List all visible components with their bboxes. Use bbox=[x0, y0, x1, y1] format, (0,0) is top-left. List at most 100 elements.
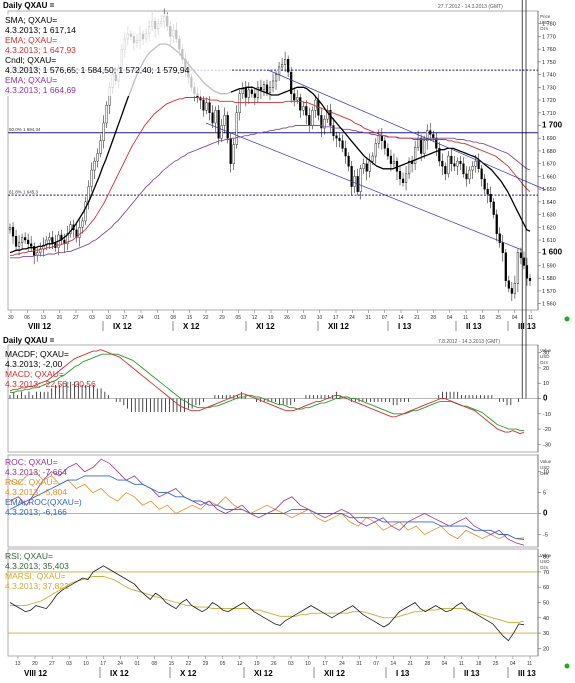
candle-body bbox=[105, 104, 108, 124]
candle-body bbox=[414, 146, 417, 164]
rsi-xtick-label: 27 bbox=[49, 661, 55, 667]
sma-line bbox=[9, 43, 531, 254]
candle-body bbox=[311, 110, 314, 126]
price-xtick-label: 20 bbox=[57, 315, 63, 321]
candle-body bbox=[444, 166, 447, 175]
price-xtick-label: 06 bbox=[24, 315, 30, 321]
price-xtick-label: 21 bbox=[414, 315, 420, 321]
candle-body bbox=[483, 178, 486, 190]
price-ytick-label: 1 630 bbox=[542, 213, 556, 219]
candle-body bbox=[17, 242, 21, 247]
roc-legend-label: ROC; QXAU= bbox=[5, 457, 58, 467]
rsi-line bbox=[9, 565, 525, 642]
rsi-xtick-label: 03 bbox=[66, 661, 72, 667]
candle-body bbox=[323, 118, 326, 129]
rsi-xtick-label: 28 bbox=[425, 661, 431, 667]
rsi-xtick-label: 04 bbox=[442, 661, 448, 667]
candle-body bbox=[341, 140, 344, 149]
candle-body bbox=[48, 237, 51, 241]
price-xtick-label: 11 bbox=[528, 315, 533, 321]
channel-lower-line bbox=[205, 122, 523, 251]
rsi-xtick-label: 01 bbox=[134, 661, 140, 667]
candle-body bbox=[465, 173, 468, 180]
legend-value: 4.3.2013; 1 647,93 bbox=[5, 45, 76, 55]
rsi-unit-label: USD bbox=[540, 559, 550, 564]
rsi-ytick-label: 70 bbox=[543, 570, 549, 576]
candle-body bbox=[365, 163, 368, 172]
rsi-xtick-label: 10 bbox=[83, 661, 89, 667]
price-xtick-label: 07 bbox=[382, 315, 388, 321]
candle-body bbox=[78, 227, 81, 238]
legend-label: SMA; QXAU= bbox=[5, 15, 57, 25]
legend-value: 4.3.2013; 1 617,14 bbox=[5, 25, 76, 35]
candle-body bbox=[359, 168, 362, 192]
roc-legend-value: 4.3.2013; -6,166 bbox=[5, 507, 67, 517]
candle-body bbox=[423, 140, 426, 154]
candle-body bbox=[211, 112, 214, 124]
candle-body bbox=[392, 160, 396, 164]
candle-body bbox=[271, 80, 275, 88]
rsi-xtick-label: 18 bbox=[476, 661, 482, 667]
price-xtick-label: 17 bbox=[333, 315, 339, 321]
candle-body bbox=[501, 242, 504, 253]
candle-body bbox=[450, 155, 453, 164]
candle-body bbox=[468, 169, 471, 180]
candle-body bbox=[447, 155, 450, 175]
price-unit-label: USD bbox=[540, 20, 550, 25]
price-xtick-label: 04 bbox=[512, 315, 518, 321]
price-xtick-label: 29 bbox=[219, 315, 225, 321]
price-month-label: III 13 bbox=[518, 322, 536, 331]
rsi-xtick-label: 19 bbox=[254, 661, 260, 667]
candle-body bbox=[522, 257, 526, 266]
price-xtick-label: 04 bbox=[447, 315, 453, 321]
candle-body bbox=[480, 168, 483, 180]
price-ytick-label: 1 610 bbox=[542, 238, 556, 244]
candle-body bbox=[504, 252, 507, 281]
price-xtick-label: 27 bbox=[73, 315, 79, 321]
candle-body bbox=[377, 135, 380, 144]
price-month-label: XII 12 bbox=[328, 322, 349, 331]
candle-body bbox=[296, 97, 299, 101]
rsi-month-label: I 13 bbox=[396, 669, 410, 678]
candle-body bbox=[486, 188, 489, 195]
price-ytick-label: 1 710 bbox=[542, 111, 556, 117]
price-legend-bg bbox=[3, 14, 231, 96]
rsi-legend-value: 4.3.2013; 35,403 bbox=[5, 561, 69, 571]
macd-date-range: 7.8.2012 - 14.3.2013 (GMT) bbox=[438, 339, 500, 345]
candle-body bbox=[253, 93, 256, 98]
price-xtick-label: 03 bbox=[301, 315, 307, 321]
candle-body bbox=[362, 163, 365, 169]
price-xtick-label: 24 bbox=[138, 315, 144, 321]
rsi-xtick-label: 07 bbox=[373, 661, 379, 667]
roc-unit-label: Value bbox=[540, 459, 552, 464]
macd-ytick-label: -10 bbox=[543, 412, 551, 418]
macd-legend-value: 4.3.2013; -22,56; -20,56 bbox=[5, 379, 96, 389]
legend-label: EMA; QXAU= bbox=[5, 35, 57, 45]
candle-body bbox=[320, 115, 323, 129]
candle-body bbox=[20, 237, 24, 243]
candle-body bbox=[398, 171, 402, 180]
rsi-legend-label: RSI; QXAU= bbox=[5, 551, 53, 561]
candle-body bbox=[335, 135, 338, 139]
candle-body bbox=[489, 194, 492, 203]
price-ytick-label: 1 560 bbox=[542, 302, 556, 308]
fib-label: 50.0% 1 694,34 bbox=[9, 127, 41, 132]
price-xtick-label: 25 bbox=[496, 315, 502, 321]
rsi-ytick-label: 30 bbox=[543, 631, 549, 637]
rsi-xtick-label: 17 bbox=[100, 661, 106, 667]
candle-body bbox=[81, 220, 84, 228]
candle-body bbox=[238, 93, 241, 113]
price-unit-label: Price bbox=[540, 14, 551, 19]
candle-body bbox=[11, 227, 15, 237]
candle-body bbox=[244, 87, 247, 98]
candle-body bbox=[477, 160, 480, 169]
candle-body bbox=[84, 201, 87, 222]
candle-body bbox=[453, 163, 456, 167]
rsi-xtick-label: 29 bbox=[203, 661, 209, 667]
candle-body bbox=[217, 110, 220, 139]
marsi-line bbox=[10, 576, 525, 623]
candle-body bbox=[235, 112, 238, 145]
macd-ytick-label: -30 bbox=[543, 442, 551, 448]
candle-body bbox=[247, 89, 250, 98]
price-ytick-label: 1 660 bbox=[542, 174, 556, 180]
